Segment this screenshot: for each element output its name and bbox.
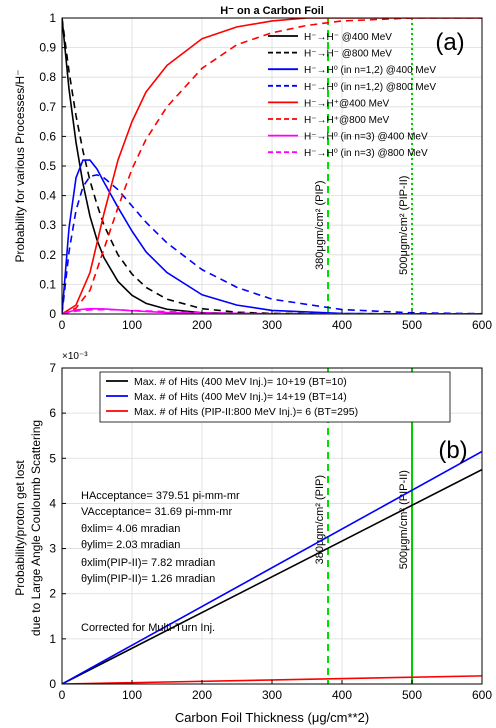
panel-b-exponent: ×10⁻³ [62, 351, 88, 362]
legend-label-0: H⁻→H⁻ @400 MeV [304, 32, 392, 43]
x-tick-label: 400 [332, 688, 352, 702]
x-tick-label: 200 [192, 688, 212, 702]
panel-b-label: (b) [438, 437, 467, 464]
x-tick-label: 500 [402, 318, 422, 332]
marker-label-500: 500μgm/cm² (PIP-II) [398, 470, 410, 569]
y-tick-label: 7 [49, 361, 56, 375]
legend-label-1: H⁻→H⁻ @800 MeV [304, 49, 392, 60]
panel-a-markers: 380μgm/cm² (PIP) 500μgm/cm² (PIP-II) [314, 18, 413, 314]
x-tick-label: 600 [472, 688, 492, 702]
legend-label-2: Max. # of Hits (PIP-II:800 MeV Inj.)= 6 … [134, 406, 358, 418]
series-line-1 [62, 450, 482, 684]
y-tick-label: 0.3 [39, 218, 56, 232]
y-tick-label: 5 [49, 451, 56, 465]
y-tick-label: 0.7 [39, 100, 56, 114]
legend-label-1: Max. # of Hits (400 MeV Inj.)= 14+19 (BT… [134, 391, 347, 403]
y-tick-label: 1 [49, 632, 56, 646]
legend-label-5: H⁻→H⁺@800 MeV [304, 115, 390, 126]
legend-box [99, 371, 451, 423]
y-tick-label: 0.6 [39, 129, 56, 143]
x-tick-label: 400 [332, 318, 352, 332]
annotation-0: HAcceptance= 379.51 pi-mm-mr [81, 490, 240, 502]
panel-a: H⁻ on a Carbon Foil 380μgm/cm² (PIP) 500μ… [13, 5, 492, 332]
panel-b-xlabel: Carbon Foil Thickness (μg/cm**2) [175, 710, 369, 725]
panel-b: ×10⁻³ 380μgm/cm² (PIP) 500μgm/cm² (PIP-II… [13, 351, 492, 725]
annotation-6: Corrected for Multi-Turn Inj. [81, 622, 215, 634]
y-tick-label: 0.1 [39, 277, 56, 291]
panel-b-ylabel-line1: Probability/proton get lost [13, 460, 27, 596]
panel-a-legend: H⁻→H⁻ @400 MeV H⁻→H⁻ @800 MeV H⁻→H⁰ (in n=… [268, 32, 436, 159]
series-line-1 [62, 18, 482, 314]
annotation-2: θxlim= 4.06 mradian [81, 523, 180, 535]
panel-a-label: (a) [435, 29, 464, 56]
panel-a-title: H⁻ on a Carbon Foil [220, 5, 324, 17]
y-tick-label: 3 [49, 542, 56, 556]
legend-label-3: H⁻→H⁰ (in n=1,2) @800 MeV [304, 82, 436, 93]
annotation-4: θxlim(PIP-II)= 7.82 mradian [81, 557, 215, 569]
annotation-5: θylim(PIP-II)= 1.26 mradian [81, 573, 215, 585]
x-tick-label: 100 [122, 688, 142, 702]
panel-b-legend: Max. # of Hits (400 MeV Inj.)= 10+19 (BT… [99, 371, 451, 423]
y-tick-label: 0.8 [39, 70, 56, 84]
x-tick-label: 100 [122, 318, 142, 332]
x-tick-label: 0 [59, 318, 66, 332]
panel-b-annotations: HAcceptance= 379.51 pi-mm-mr VAcceptance=… [81, 490, 240, 634]
x-tick-label: 200 [192, 318, 212, 332]
panel-a-ylabel: Probability for various Processes/H⁻ [13, 69, 27, 262]
legend-label-0: Max. # of Hits (400 MeV Inj.)= 10+19 (BT… [134, 376, 347, 388]
series-line-7 [62, 308, 482, 314]
x-tick-label: 500 [402, 688, 422, 702]
y-tick-label: 0 [49, 307, 56, 321]
marker-label-500: 500μgm/cm² (PIP-II) [398, 176, 410, 275]
x-tick-label: 600 [472, 318, 492, 332]
series-line-5 [62, 18, 482, 314]
y-tick-label: 0.5 [39, 159, 56, 173]
legend-label-4: H⁻→H⁺@400 MeV [304, 98, 390, 109]
legend-label-7: H⁻→H⁰ (in n=3) @800 MeV [304, 148, 428, 159]
panel-b-ticks: 0 100 200 300 400 500 600 0 1 2 3 4 5 6 7 [49, 361, 492, 702]
y-tick-label: 0.2 [39, 248, 56, 262]
x-tick-label: 300 [262, 688, 282, 702]
marker-label-380: 380μgm/cm² (PIP) [314, 180, 326, 269]
panel-b-ylabel-line2: due to Large Angle Couloumb Scattering [29, 420, 43, 636]
y-tick-label: 0 [49, 677, 56, 691]
series-line-2 [62, 159, 482, 314]
series-line-0 [62, 468, 482, 684]
y-tick-label: 0.9 [39, 41, 56, 55]
y-tick-label: 4 [49, 496, 56, 510]
x-tick-label: 300 [262, 318, 282, 332]
legend-label-2: H⁻→H⁰ (in n=1,2) @400 MeV [304, 65, 436, 76]
y-tick-label: 1 [49, 11, 56, 25]
panel-a-ticks: 0 100 200 300 400 500 600 0 0.1 0.2 0.3 0.4 0.5 0.6 0.… [39, 11, 492, 332]
legend-label-6: H⁻→H⁰ (in n=3) @400 MeV [304, 132, 428, 143]
annotation-1: VAcceptance= 31.69 pi-mm-mr [81, 506, 232, 518]
y-tick-label: 0.4 [39, 189, 56, 203]
y-tick-label: 6 [49, 406, 56, 420]
annotation-3: θylim= 2.03 mradian [81, 539, 180, 551]
y-tick-label: 2 [49, 587, 56, 601]
series-line-3 [62, 174, 482, 314]
panel-a-series [62, 18, 482, 314]
x-tick-label: 0 [59, 688, 66, 702]
